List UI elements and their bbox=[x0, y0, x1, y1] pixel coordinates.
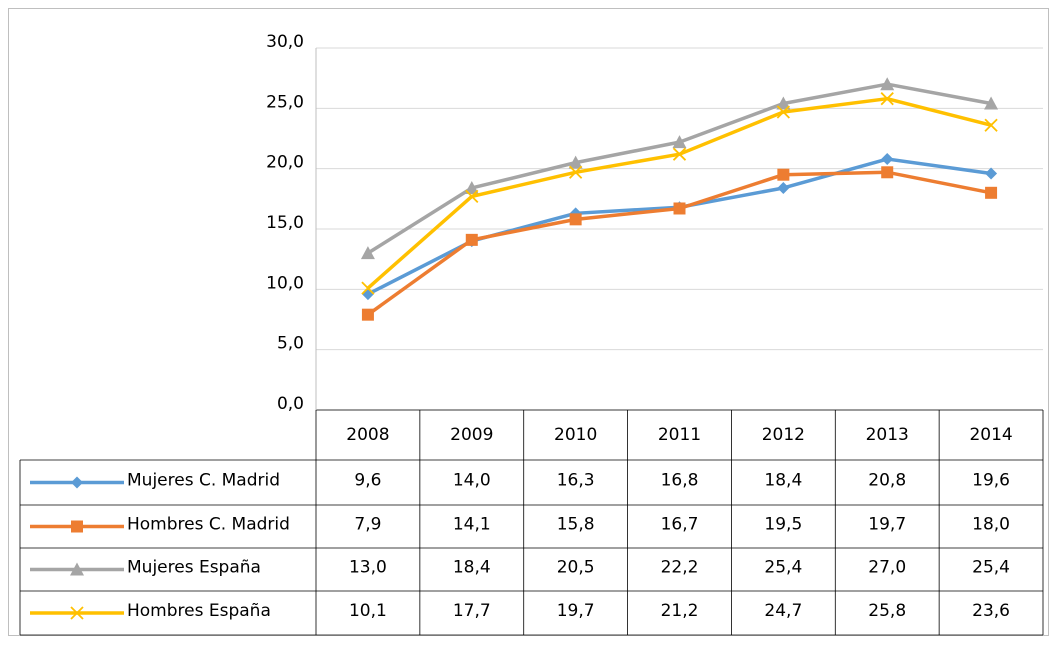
x-tick-label: 2013 bbox=[866, 425, 909, 445]
table-value: 19,6 bbox=[972, 471, 1010, 491]
y-tick-label: 0,0 bbox=[277, 394, 304, 414]
table-value: 21,2 bbox=[661, 601, 699, 621]
table-value: 19,5 bbox=[764, 515, 802, 535]
data-point bbox=[777, 181, 790, 194]
data-point bbox=[776, 96, 791, 110]
table-value: 10,1 bbox=[349, 601, 387, 621]
y-tick-label: 10,0 bbox=[266, 273, 304, 293]
table-value: 16,8 bbox=[661, 471, 699, 491]
legend-marker bbox=[70, 606, 84, 620]
data-point bbox=[673, 202, 686, 215]
table-value: 18,0 bbox=[972, 515, 1010, 535]
table-value: 25,4 bbox=[764, 558, 802, 578]
table-value: 14,1 bbox=[453, 515, 491, 535]
data-point bbox=[777, 168, 790, 181]
legend-label: Hombres C. Madrid bbox=[127, 515, 290, 535]
table-value: 19,7 bbox=[868, 515, 906, 535]
data-point bbox=[984, 118, 998, 132]
data-point bbox=[569, 165, 583, 179]
data-point bbox=[569, 213, 582, 226]
y-tick-label: 20,0 bbox=[266, 153, 304, 173]
data-point bbox=[672, 135, 687, 149]
legend-label: Hombres España bbox=[127, 601, 271, 621]
x-tick-label: 2009 bbox=[450, 425, 493, 445]
legend-marker bbox=[71, 476, 83, 489]
data-point bbox=[360, 246, 375, 260]
data-point bbox=[985, 167, 998, 180]
data-point bbox=[672, 147, 687, 161]
data-point bbox=[568, 155, 583, 169]
table-value: 19,7 bbox=[557, 601, 595, 621]
data-point bbox=[985, 186, 998, 199]
legend-marker bbox=[71, 520, 83, 533]
data-point bbox=[881, 166, 894, 179]
table-value: 13,0 bbox=[349, 558, 387, 578]
legend-label: Mujeres España bbox=[127, 558, 261, 578]
table-value: 24,7 bbox=[764, 601, 802, 621]
legend-label: Mujeres C. Madrid bbox=[127, 471, 280, 491]
data-point bbox=[776, 105, 790, 119]
chart-border bbox=[8, 8, 1049, 636]
data-point bbox=[465, 233, 478, 246]
table-value: 22,2 bbox=[661, 558, 699, 578]
table-value: 17,7 bbox=[453, 601, 491, 621]
y-tick-label: 30,0 bbox=[266, 32, 304, 52]
x-tick-label: 2008 bbox=[346, 425, 389, 445]
y-tick-label: 5,0 bbox=[277, 334, 304, 354]
x-tick-label: 2011 bbox=[658, 425, 701, 445]
data-point bbox=[984, 96, 999, 110]
data-point bbox=[361, 308, 374, 321]
table-value: 14,0 bbox=[453, 471, 491, 491]
table-value: 16,7 bbox=[661, 515, 699, 535]
x-tick-label: 2014 bbox=[969, 425, 1012, 445]
table-value: 7,9 bbox=[354, 515, 381, 535]
x-tick-label: 2010 bbox=[554, 425, 597, 445]
data-point bbox=[361, 281, 375, 295]
table-value: 25,8 bbox=[868, 601, 906, 621]
table-value: 25,4 bbox=[972, 558, 1010, 578]
data-point bbox=[880, 92, 894, 106]
y-tick-label: 25,0 bbox=[266, 92, 304, 112]
table-value: 18,4 bbox=[453, 558, 491, 578]
data-point bbox=[464, 180, 479, 194]
table-value: 9,6 bbox=[354, 471, 381, 491]
table-value: 20,5 bbox=[557, 558, 595, 578]
data-point bbox=[881, 153, 894, 166]
table-value: 20,8 bbox=[868, 471, 906, 491]
table-value: 18,4 bbox=[764, 471, 802, 491]
legend-marker bbox=[70, 562, 84, 576]
data-point bbox=[880, 77, 895, 91]
x-tick-label: 2012 bbox=[762, 425, 805, 445]
table-value: 23,6 bbox=[972, 601, 1010, 621]
table-value: 16,3 bbox=[557, 471, 595, 491]
data-point bbox=[465, 189, 479, 204]
table-value: 15,8 bbox=[557, 515, 595, 535]
y-tick-label: 15,0 bbox=[266, 213, 304, 233]
table-value: 27,0 bbox=[868, 558, 906, 578]
